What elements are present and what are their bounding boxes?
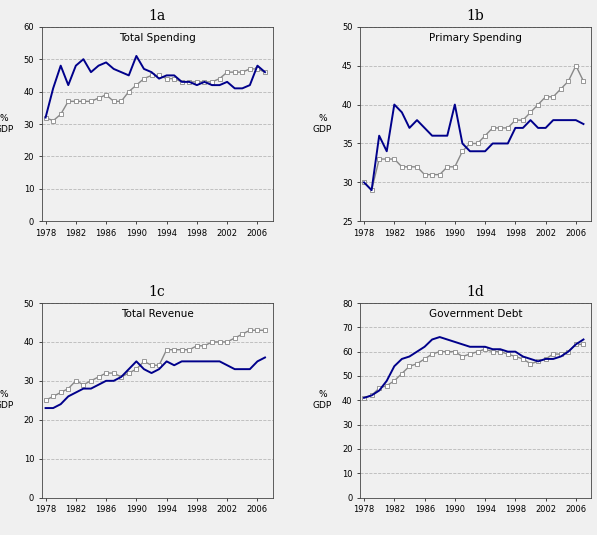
Title: 1b: 1b [467,9,485,23]
Y-axis label: %
GDP: % GDP [313,114,332,134]
Y-axis label: %
GDP: % GDP [0,114,14,134]
Y-axis label: %
GDP: % GDP [313,390,332,410]
Text: Total Revenue: Total Revenue [121,309,193,319]
Text: Total Spending: Total Spending [119,33,196,43]
Y-axis label: %
GDP: % GDP [0,390,14,410]
Text: Government Debt: Government Debt [429,309,522,319]
Title: 1d: 1d [467,285,485,299]
Title: 1a: 1a [149,9,166,23]
Text: Primary Spending: Primary Spending [429,33,522,43]
Title: 1c: 1c [149,285,165,299]
